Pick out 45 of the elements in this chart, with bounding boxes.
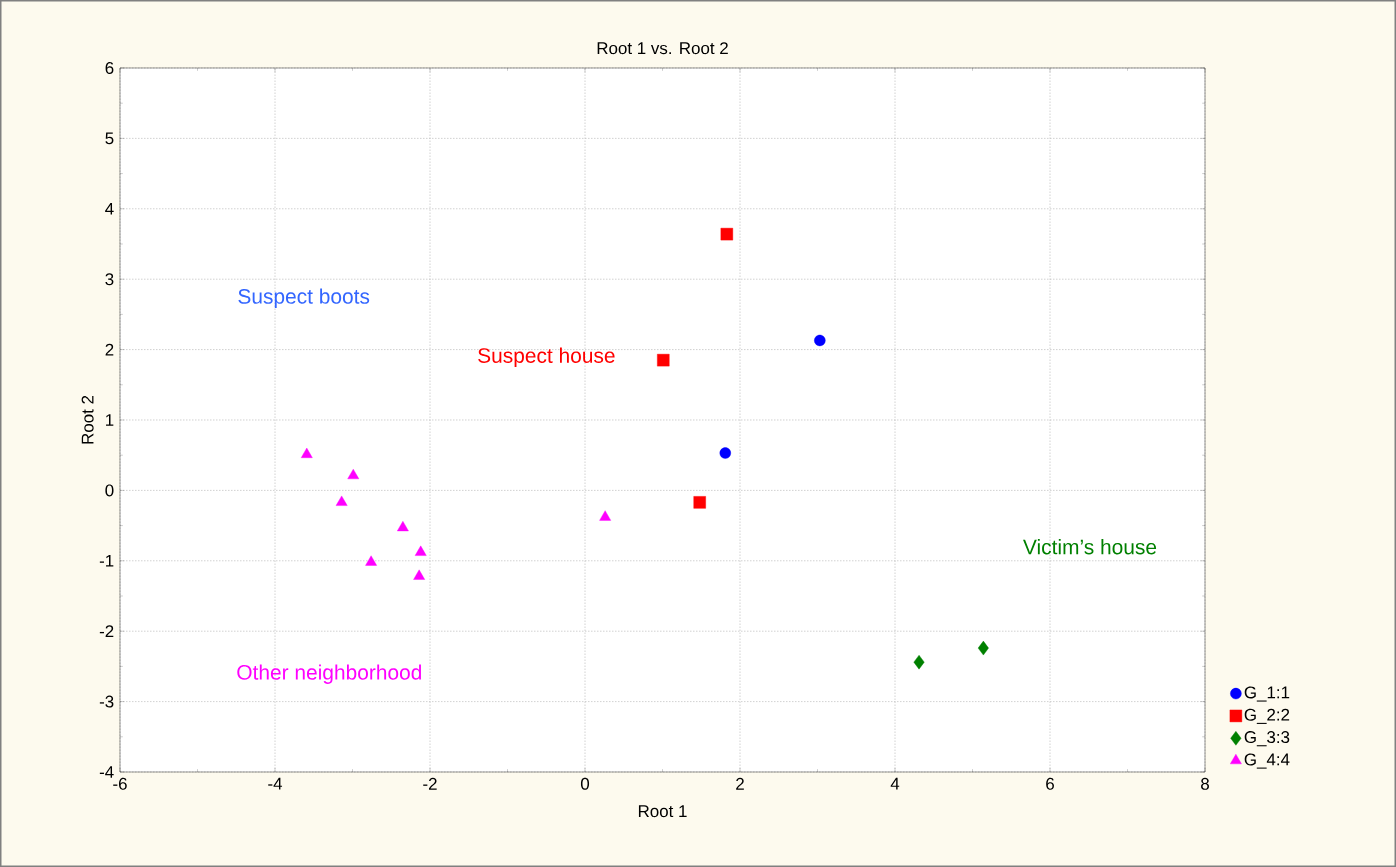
x-tick-label: 6 <box>1046 777 1054 790</box>
y-tick-label: -3 <box>99 695 114 708</box>
annotation: Victim’s house <box>1023 539 1157 555</box>
point <box>720 227 734 241</box>
point <box>413 569 425 580</box>
x-tick-label: -6 <box>113 777 127 790</box>
x-tick-label: 2 <box>736 777 744 790</box>
x-tick-label: 8 <box>1201 777 1209 790</box>
y-tick-label: -2 <box>99 625 114 638</box>
x-tick-label: -2 <box>423 777 437 790</box>
y-tick-label: 3 <box>105 273 114 286</box>
x-tick-label: 0 <box>580 777 590 790</box>
point <box>913 655 925 670</box>
point <box>657 353 670 367</box>
point <box>414 545 427 556</box>
y-axis-title: Root 2 <box>81 395 94 444</box>
point <box>300 447 313 458</box>
point <box>814 334 826 347</box>
y-tick-label: 6 <box>105 61 114 74</box>
x-axis-title: Root 1 <box>638 805 687 818</box>
point <box>599 510 611 521</box>
annotation: Suspect house <box>478 347 615 368</box>
y-tick-label: 1 <box>106 414 114 426</box>
legend-label: G_2:2 <box>1244 708 1290 724</box>
legend-label: G_3:3 <box>1244 731 1290 747</box>
point <box>347 468 360 480</box>
y-tick-label: -4 <box>99 766 114 778</box>
legend-label: G_4:4 <box>1244 753 1290 769</box>
annotation: Suspect boots <box>238 288 370 308</box>
point <box>719 447 731 459</box>
y-tick-label: 5 <box>105 132 114 145</box>
y-tick-label: 4 <box>105 202 114 215</box>
x-tick-label: 4 <box>890 777 900 790</box>
x-tick-label: -4 <box>268 777 283 790</box>
y-tick-label: -1 <box>99 554 114 567</box>
annotation: Other neighborhood <box>237 664 421 684</box>
y-tick-label: 2 <box>105 343 114 356</box>
point <box>397 521 409 532</box>
point <box>365 555 377 566</box>
point <box>693 496 706 509</box>
point <box>335 495 348 506</box>
chart-title: Root 1 vs. Root 2 <box>597 42 728 55</box>
legend-label: G_1:1 <box>1244 686 1290 702</box>
point <box>977 640 989 656</box>
y-tick-label: 0 <box>105 484 114 497</box>
